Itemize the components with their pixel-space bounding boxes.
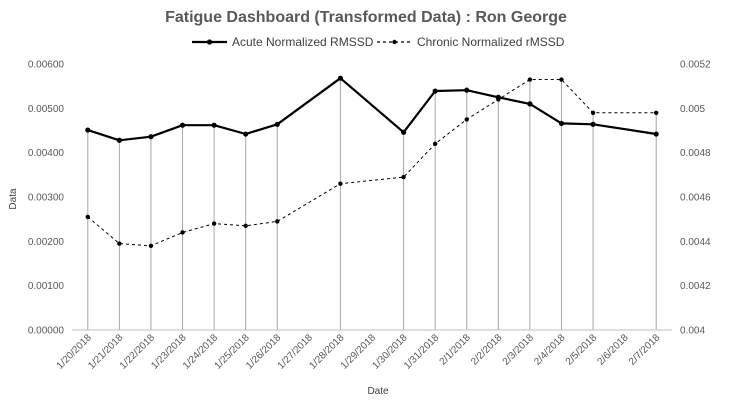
acute-data-point [400,129,407,135]
x-tick-label: 2/7/2018 [627,332,663,368]
left-tick-label: 0.00100 [28,281,65,292]
left-tick-label: 0.00400 [28,148,65,159]
chronic-data-point [401,174,406,180]
acute-data-point [243,131,249,137]
chronic-data-point [464,117,469,122]
chronic-data-point [590,110,596,115]
acute-data-point [653,131,659,137]
y-axis-title: Data [8,188,19,210]
x-tick-label: 2/3/2018 [501,332,537,368]
acute-data-point [432,88,438,94]
left-axis: 0.00000 0.00100 0.00200 0.00300 0.00400 0.005… [28,60,65,337]
acute-data-point [337,75,344,81]
x-tick-label: 2/5/2018 [564,332,600,368]
chronic-data-point [432,141,438,146]
acute-data-point [116,137,122,143]
chart-title: Fatigue Dashboard (Transformed Data) : R… [165,9,567,26]
chronic-data-point [654,110,659,115]
left-tick-label: 0.00000 [28,326,65,337]
acute-data-point [85,127,91,133]
right-tick-label: 0.0044 [680,237,711,248]
legend-acute-label: Acute Normalized RMSSD [232,35,374,49]
right-tick-label: 0.005 [680,104,705,115]
left-tick-label: 0.00200 [28,237,65,248]
chronic-data-point [148,243,154,248]
left-tick-label: 0.00500 [28,104,65,115]
chronic-data-point [211,221,217,226]
series-acute [85,75,659,143]
series-chronic [85,77,659,248]
chronic-data-point [275,219,280,224]
x-axis: 1/20/20181/21/20181/22/20181/23/20181/24… [55,332,663,372]
chronic-data-point [243,223,248,229]
x-tick-label: 2/1/2018 [438,332,474,368]
x-tick-label: 2/4/2018 [532,332,568,368]
x-axis-title: Date [367,386,389,397]
left-tick-label: 0.00600 [28,60,65,71]
x-tick-label: 1/31/2018 [402,332,442,372]
right-tick-label: 0.0046 [680,193,711,204]
drop-lines [87,78,657,330]
chronic-data-point [85,214,90,220]
right-tick-label: 0.0048 [680,148,711,159]
chronic-data-point [180,230,185,235]
acute-data-point [527,101,533,107]
acute-data-point [558,120,565,127]
right-axis: 0.004 0.0042 0.0044 0.0046 0.0048 0.005 0.0052 [680,60,711,337]
x-tick-label: 2/2/2018 [469,332,505,368]
chronic-data-point [117,241,122,246]
chronic-data-point [338,181,343,186]
chronic-series-line [87,79,657,247]
right-tick-label: 0.004 [680,326,705,337]
x-tick-label: 2/6/2018 [595,332,631,368]
acute-data-point [148,134,154,140]
legend-acute-marker [206,39,213,45]
acute-data-point [179,122,186,128]
acute-data-point [590,121,596,127]
right-tick-label: 0.0042 [680,281,711,292]
chronic-data-point [527,77,533,82]
chronic-data-point [496,97,501,102]
legend: Acute Normalized RMSSD Chronic Normalize… [192,35,565,49]
acute-data-point [464,87,470,93]
acute-data-point [274,121,280,127]
right-tick-label: 0.0052 [680,60,711,71]
acute-data-point [211,122,217,128]
legend-chronic-label: Chronic Normalized rMSSD [417,35,565,49]
acute-series-line [87,77,657,142]
left-tick-label: 0.00300 [28,193,65,204]
chronic-data-point [559,77,564,82]
legend-chronic-marker [392,39,397,45]
